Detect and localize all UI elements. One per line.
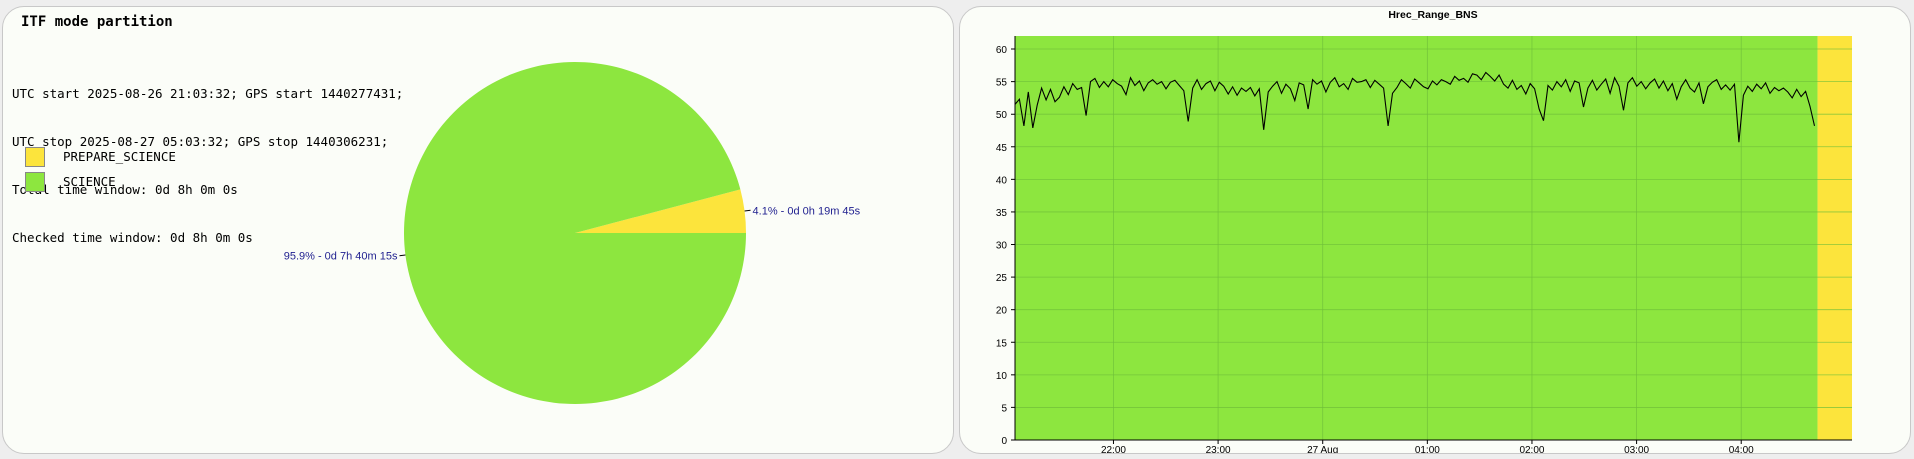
y-tick-label: 45 bbox=[996, 143, 1008, 154]
pie-slice-prepare-science bbox=[575, 189, 746, 233]
legend-label-prepare-science: PREPARE_SCIENCE bbox=[63, 149, 176, 164]
band-science bbox=[1015, 36, 1818, 440]
pie-label-leader bbox=[399, 254, 406, 257]
y-tick-label: 10 bbox=[996, 371, 1008, 382]
x-tick-label: 01:00 bbox=[1415, 445, 1440, 453]
y-tick-label: 0 bbox=[1001, 436, 1007, 447]
legend-item-prepare-science: PREPARE_SCIENCE bbox=[25, 144, 176, 169]
y-tick-label: 60 bbox=[996, 45, 1008, 56]
pie-slice-label: 95.9% - 0d 7h 40m 15s bbox=[284, 251, 398, 263]
x-tick-label: 02:00 bbox=[1519, 445, 1544, 453]
info-line-total-window: Total time window: 0d 8h 0m 0s bbox=[12, 182, 238, 197]
info-line-utc-start: UTC start 2025-08-26 21:03:32; GPS start… bbox=[12, 86, 404, 101]
x-tick-label: 03:00 bbox=[1624, 445, 1649, 453]
legend-swatch-prepare-science bbox=[25, 146, 45, 167]
range-chart-panel: Hrec_Range_BNS 0 5 10 15 20 25 30 35 40 45 50 55 60 22… bbox=[959, 6, 1911, 454]
pie-slice-label: 4.1% - 0d 0h 19m 45s bbox=[753, 205, 861, 217]
mode-pie-chart: 4.1% - 0d 0h 19m 45s 95.9% - 0d 7h 40m 15… bbox=[284, 62, 861, 405]
y-tick-label: 35 bbox=[996, 208, 1008, 219]
legend-swatch-science bbox=[25, 171, 45, 192]
y-tick-label: 20 bbox=[996, 306, 1008, 317]
legend-label-science: SCIENCE bbox=[63, 174, 116, 189]
y-tick-label: 25 bbox=[996, 273, 1008, 284]
y-tick-label: 50 bbox=[996, 110, 1008, 121]
x-tick-label: 23:00 bbox=[1206, 445, 1231, 453]
info-line-utc-stop: UTC stop 2025-08-27 05:03:32; GPS stop 1… bbox=[12, 134, 389, 149]
y-tick-label: 30 bbox=[996, 241, 1008, 252]
y-tick-label: 40 bbox=[996, 175, 1008, 186]
pie-legend: PREPARE_SCIENCE SCIENCE bbox=[25, 144, 176, 194]
chart-title: Hrec_Range_BNS bbox=[1388, 9, 1477, 21]
pie-label-leader bbox=[744, 209, 751, 212]
legend-item-science: SCIENCE bbox=[25, 169, 176, 194]
band-prepare-science bbox=[1817, 36, 1852, 440]
mode-partition-panel: ITF mode partition UTC start 2025-08-26 … bbox=[2, 6, 954, 454]
x-tick-label: 27 Aug bbox=[1307, 445, 1338, 453]
time-window-info: UTC start 2025-08-26 21:03:32; GPS start… bbox=[12, 54, 403, 278]
x-tick-label: 22:00 bbox=[1101, 445, 1126, 453]
x-tick-label: 04:00 bbox=[1729, 445, 1754, 453]
series-line bbox=[1014, 71, 1816, 143]
y-tick-label: 55 bbox=[996, 78, 1008, 89]
range-line-chart: Hrec_Range_BNS 0 5 10 15 20 25 30 35 40 45 50 55 60 22… bbox=[996, 9, 1852, 453]
y-tick-label: 15 bbox=[996, 338, 1008, 349]
y-tick-label: 5 bbox=[1001, 403, 1007, 414]
pie-slice-science bbox=[404, 62, 747, 405]
panel-title: ITF mode partition bbox=[21, 14, 173, 30]
info-line-checked-window: Checked time window: 0d 8h 0m 0s bbox=[12, 230, 253, 245]
